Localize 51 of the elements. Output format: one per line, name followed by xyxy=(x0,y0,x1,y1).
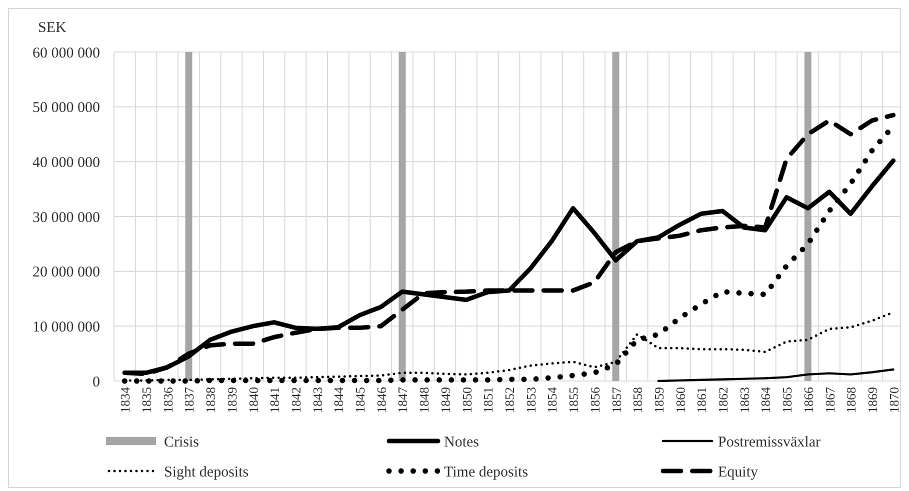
x-tick-label: 1845 xyxy=(352,387,368,413)
x-tick-label: 1850 xyxy=(459,387,474,413)
x-tick-label: 1863 xyxy=(736,387,752,413)
x-tick-label: 1857 xyxy=(608,386,624,413)
y-tick-label: 40 000 000 xyxy=(32,154,100,171)
x-tick-label: 1835 xyxy=(139,387,154,413)
x-tick-label: 1841 xyxy=(267,387,282,413)
x-tick-label: 1869 xyxy=(864,387,880,413)
y-tick-label: 20 000 000 xyxy=(32,264,100,281)
legend-label: Postremissväxlar xyxy=(718,434,820,450)
y-tick-label: 10 000 000 xyxy=(32,319,100,336)
y-tick-label: 0 xyxy=(92,374,100,390)
x-tick-label: 1843 xyxy=(310,387,325,413)
legend-label: Notes xyxy=(444,434,480,450)
x-tick-label: 1854 xyxy=(544,386,560,413)
x-tick-label: 1859 xyxy=(651,387,666,413)
y-axis-title: SEK xyxy=(38,20,67,36)
x-tick-label: 1847 xyxy=(395,386,410,413)
x-tick-label: 1836 xyxy=(160,386,176,413)
x-tick-label: 1840 xyxy=(246,387,261,413)
legend-label: Equity xyxy=(718,464,758,480)
legend-label: Sight deposits xyxy=(164,464,249,480)
x-tick-label: 1849 xyxy=(438,387,453,413)
x-tick-label: 1862 xyxy=(716,387,731,413)
x-tick-label: 1844 xyxy=(331,386,346,413)
legend-label: Time deposits xyxy=(444,464,528,480)
x-tick-label: 1855 xyxy=(566,387,582,413)
x-tick-label: 1865 xyxy=(780,387,795,413)
x-tick-label: 1851 xyxy=(480,387,496,413)
x-tick-label: 1870 xyxy=(886,387,902,413)
x-tick-label: 1837 xyxy=(182,386,197,413)
y-tick-label: 50 000 000 xyxy=(32,100,100,116)
legend-label: Crisis xyxy=(164,434,200,450)
x-tick-label: 1846 xyxy=(374,386,389,413)
x-tick-label: 1866 xyxy=(800,386,816,413)
x-tick-label: 1856 xyxy=(587,386,602,413)
x-tick-label: 1864 xyxy=(758,386,774,413)
x-tick-label: 1842 xyxy=(288,387,304,413)
x-tick-label: 1867 xyxy=(822,386,838,413)
y-tick-label: 60 000 000 xyxy=(32,45,100,62)
x-tick-label: 1848 xyxy=(416,387,432,413)
x-tick-label: 1838 xyxy=(203,387,218,413)
y-tick-label: 30 000 000 xyxy=(32,210,100,226)
x-tick-label: 1852 xyxy=(502,387,517,413)
x-tick-label: 1861 xyxy=(694,387,710,413)
x-tick-label: 1839 xyxy=(224,387,240,413)
x-tick-label: 1858 xyxy=(630,387,646,413)
x-tick-label: 1860 xyxy=(672,387,688,413)
x-tick-label: 1834 xyxy=(118,386,133,413)
x-tick-label: 1853 xyxy=(523,387,538,413)
x-tick-label: 1868 xyxy=(844,387,859,413)
